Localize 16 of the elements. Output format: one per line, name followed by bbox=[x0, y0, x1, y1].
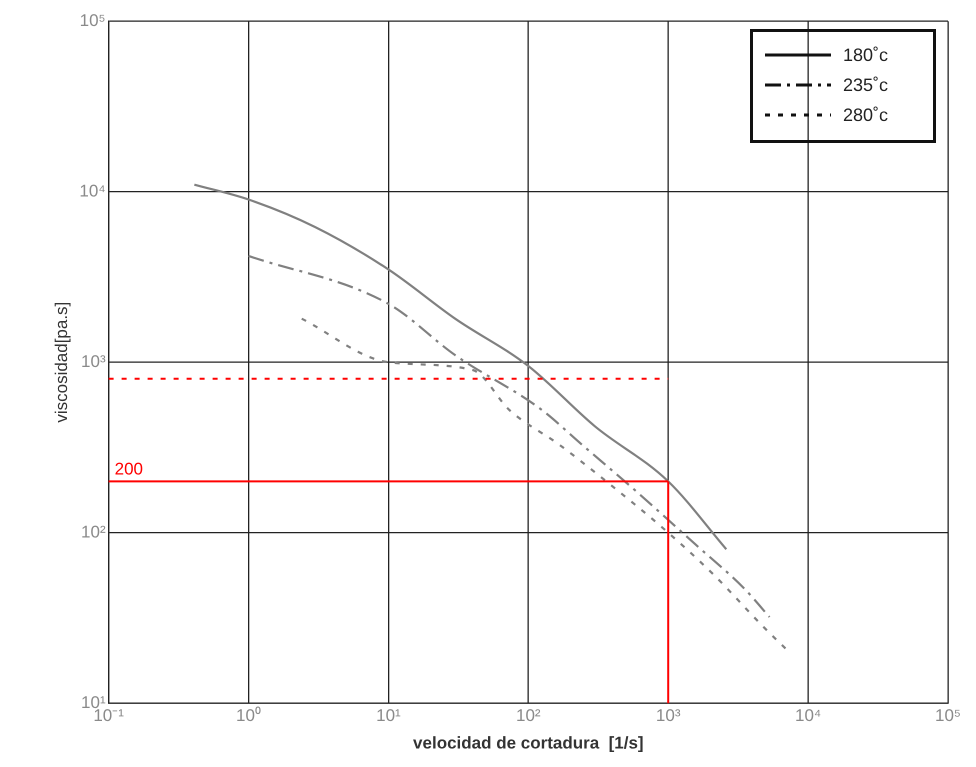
x-tick-label: 10² bbox=[516, 706, 541, 726]
x-axis-title: velocidad de cortadura [1/s] bbox=[413, 733, 644, 752]
text: 235˚c bbox=[843, 74, 888, 96]
y-tick-label: 10⁴ bbox=[79, 181, 106, 200]
ref-line-label: 200 bbox=[114, 460, 143, 479]
y-tick-label: 10² bbox=[81, 522, 106, 542]
y-tick-label: 10⁵ bbox=[80, 10, 106, 30]
x-tick-label: 10⁵ bbox=[935, 706, 961, 726]
y-tick-label: 10³ bbox=[81, 352, 106, 371]
x-tick-label: 10⁴ bbox=[794, 706, 822, 726]
x-tick-label: 10³ bbox=[656, 706, 681, 726]
x-tick-label: 10⁰ bbox=[236, 706, 261, 726]
text: 280˚c bbox=[843, 104, 888, 126]
y-axis-title: viscosidad[pa.s] bbox=[52, 302, 71, 423]
x-tick-label: 10¹ bbox=[376, 706, 402, 726]
text: 180˚c bbox=[843, 44, 888, 66]
